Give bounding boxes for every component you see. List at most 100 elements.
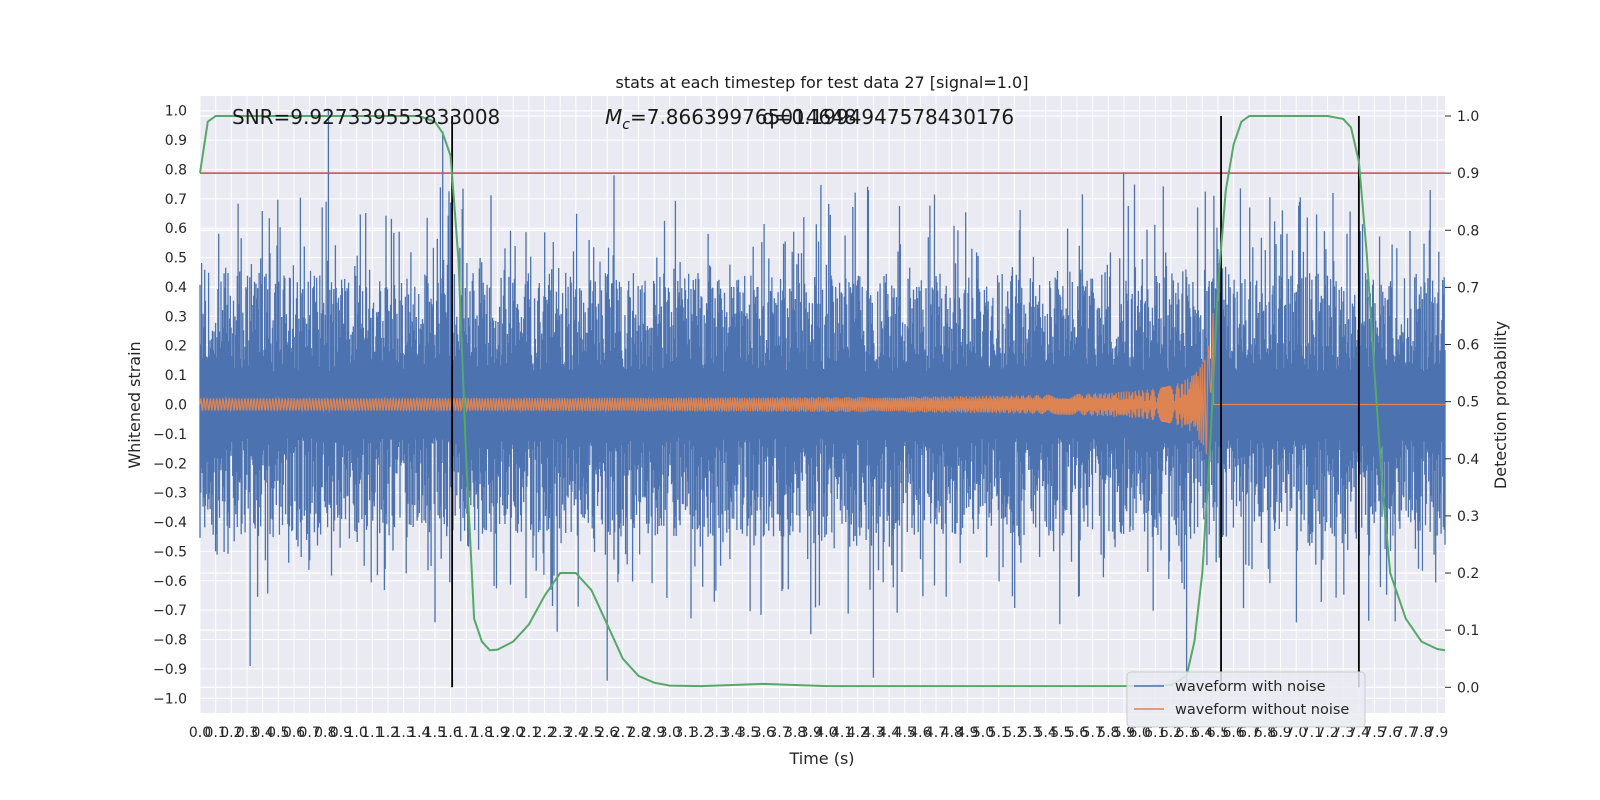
x-tick-label: 1.3 <box>392 725 414 741</box>
x-tick-label: 3.3 <box>706 725 728 741</box>
x-tick-label: 5.8 <box>1097 725 1119 741</box>
series-waveform-without-noise <box>199 313 1445 455</box>
vertical-markers <box>451 115 1360 688</box>
x-tick-label: 6.1 <box>1144 725 1166 741</box>
x-tick-label: 0.2 <box>220 725 242 741</box>
y2-axis-label: Detection probability <box>1491 321 1510 489</box>
x-tick-label: 6.5 <box>1207 725 1229 741</box>
y2-tick-label: 0.1 <box>1457 623 1479 639</box>
x-tick-label: 3.9 <box>800 725 822 741</box>
x-tick-label: 5.4 <box>1035 725 1057 741</box>
x-tick-label: 5.6 <box>1066 725 1088 741</box>
y-tick-label: −0.8 <box>153 633 187 649</box>
x-tick-label: 1.5 <box>424 725 446 741</box>
x-tick-label: 4.0 <box>815 725 837 741</box>
x-tick-label: 7.2 <box>1316 725 1338 741</box>
y2-tick-label: 0.4 <box>1457 452 1479 468</box>
y-tick-label: −0.9 <box>153 662 187 678</box>
x-tick-label: 0.0 <box>189 725 211 741</box>
x-tick-label: 4.7 <box>925 725 947 741</box>
x-tick-label: 1.1 <box>361 725 383 741</box>
y-axis-ticks: 1.0 0.9 0.8 0.7 0.6 0.5 0.4 0.3 0.2 0.1 0.0 −0.1 −0.… <box>153 104 187 708</box>
x-tick-label: 2.9 <box>643 725 665 741</box>
x-tick-label: 3.7 <box>768 725 790 741</box>
x-tick-label: 7.8 <box>1410 725 1432 741</box>
x-tick-label: 7.4 <box>1348 725 1370 741</box>
x-tick-label: 6.9 <box>1269 725 1291 741</box>
y-tick-label: −0.4 <box>153 515 187 531</box>
x-tick-label: 2.5 <box>580 725 602 741</box>
x-tick-label: 0.1 <box>205 725 227 741</box>
y-tick-label: 0.4 <box>165 280 187 296</box>
x-tick-label: 1.9 <box>486 725 508 741</box>
x-tick-label: 6.7 <box>1238 725 1260 741</box>
x-tick-label: 2.6 <box>596 725 618 741</box>
series-detection-probability <box>199 115 1446 688</box>
y-tick-label: 1.0 <box>165 104 187 120</box>
x-tick-label: 0.3 <box>236 725 258 741</box>
x-tick-label: 6.3 <box>1175 725 1197 741</box>
x-tick-label: 4.3 <box>862 725 884 741</box>
y-tick-label: 0.0 <box>165 398 187 414</box>
legend: waveform with noise waveform without noi… <box>1126 671 1366 728</box>
y-tick-label: 0.1 <box>165 368 187 384</box>
x-tick-label: 1.4 <box>408 725 430 741</box>
x-tick-label: 5.2 <box>1003 725 1025 741</box>
mass-ratio-annotation: q=0.1994947578430176 <box>762 105 1014 129</box>
y-tick-label: 0.5 <box>165 251 187 267</box>
x-tick-label: 7.9 <box>1426 725 1448 741</box>
y-tick-label: 0.8 <box>165 162 187 178</box>
x-tick-label: 6.8 <box>1254 725 1276 741</box>
x-tick-label: 5.7 <box>1082 725 1104 741</box>
y2-tick-label: 0.2 <box>1457 566 1479 582</box>
x-tick-label: 7.7 <box>1395 725 1417 741</box>
y2-tick-label: 1.0 <box>1457 109 1479 125</box>
x-tick-label: 4.8 <box>941 725 963 741</box>
x-tick-label: 4.6 <box>909 725 931 741</box>
y2-tick-label: 0.8 <box>1457 223 1479 239</box>
y2-tick-label: 0.0 <box>1457 680 1479 696</box>
x-tick-label: 1.7 <box>455 725 477 741</box>
x-tick-label: 6.4 <box>1191 725 1213 741</box>
x-tick-label: 5.0 <box>972 725 994 741</box>
x-tick-label: 0.4 <box>252 725 274 741</box>
y-tick-label: −0.2 <box>153 456 187 472</box>
y2-tick-label: 0.6 <box>1457 338 1479 354</box>
y2-tick-label: 0.7 <box>1457 280 1479 296</box>
y-tick-label: 0.7 <box>165 192 187 208</box>
x-tick-label: 2.8 <box>627 725 649 741</box>
snr-annotation: SNR=9.927339553833008 <box>232 105 500 129</box>
x-tick-label: 0.8 <box>314 725 336 741</box>
x-tick-label: 2.4 <box>565 725 587 741</box>
x-tick-label: 3.2 <box>690 725 712 741</box>
x-tick-label: 1.8 <box>471 725 493 741</box>
chirp-mass-annotation: Mc=7.866399765014648 <box>605 105 857 133</box>
x-tick-label: 2.1 <box>518 725 540 741</box>
x-tick-label: 3.6 <box>753 725 775 741</box>
legend-label-clean: waveform without noise <box>1175 702 1349 718</box>
x-tick-label: 2.3 <box>549 725 571 741</box>
x-tick-label: 7.0 <box>1285 725 1307 741</box>
x-tick-label: 5.9 <box>1113 725 1135 741</box>
x-axis-label: Time (s) <box>788 749 854 768</box>
x-tick-label: 7.1 <box>1301 725 1323 741</box>
x-tick-label: 1.6 <box>439 725 461 741</box>
y-tick-label: −0.6 <box>153 574 187 590</box>
x-tick-label: 1.0 <box>345 725 367 741</box>
x-tick-label: 3.0 <box>659 725 681 741</box>
y-tick-label: −1.0 <box>153 691 187 707</box>
x-tick-label: 2.2 <box>533 725 555 741</box>
y-tick-label: 0.9 <box>165 133 187 149</box>
x-tick-label: 4.5 <box>894 725 916 741</box>
y-tick-label: 0.3 <box>165 309 187 325</box>
y-tick-label: 0.6 <box>165 221 187 237</box>
x-tick-label: 5.5 <box>1050 725 1072 741</box>
x-tick-label: 7.5 <box>1363 725 1385 741</box>
y-tick-label: −0.7 <box>153 603 187 619</box>
x-tick-label: 7.6 <box>1379 725 1401 741</box>
x-tick-label: 5.3 <box>1019 725 1041 741</box>
x-tick-label: 0.6 <box>283 725 305 741</box>
chart-title: stats at each timestep for test data 27 … <box>616 73 1029 92</box>
y-tick-label: 0.2 <box>165 339 187 355</box>
x-tick-label: 3.5 <box>737 725 759 741</box>
